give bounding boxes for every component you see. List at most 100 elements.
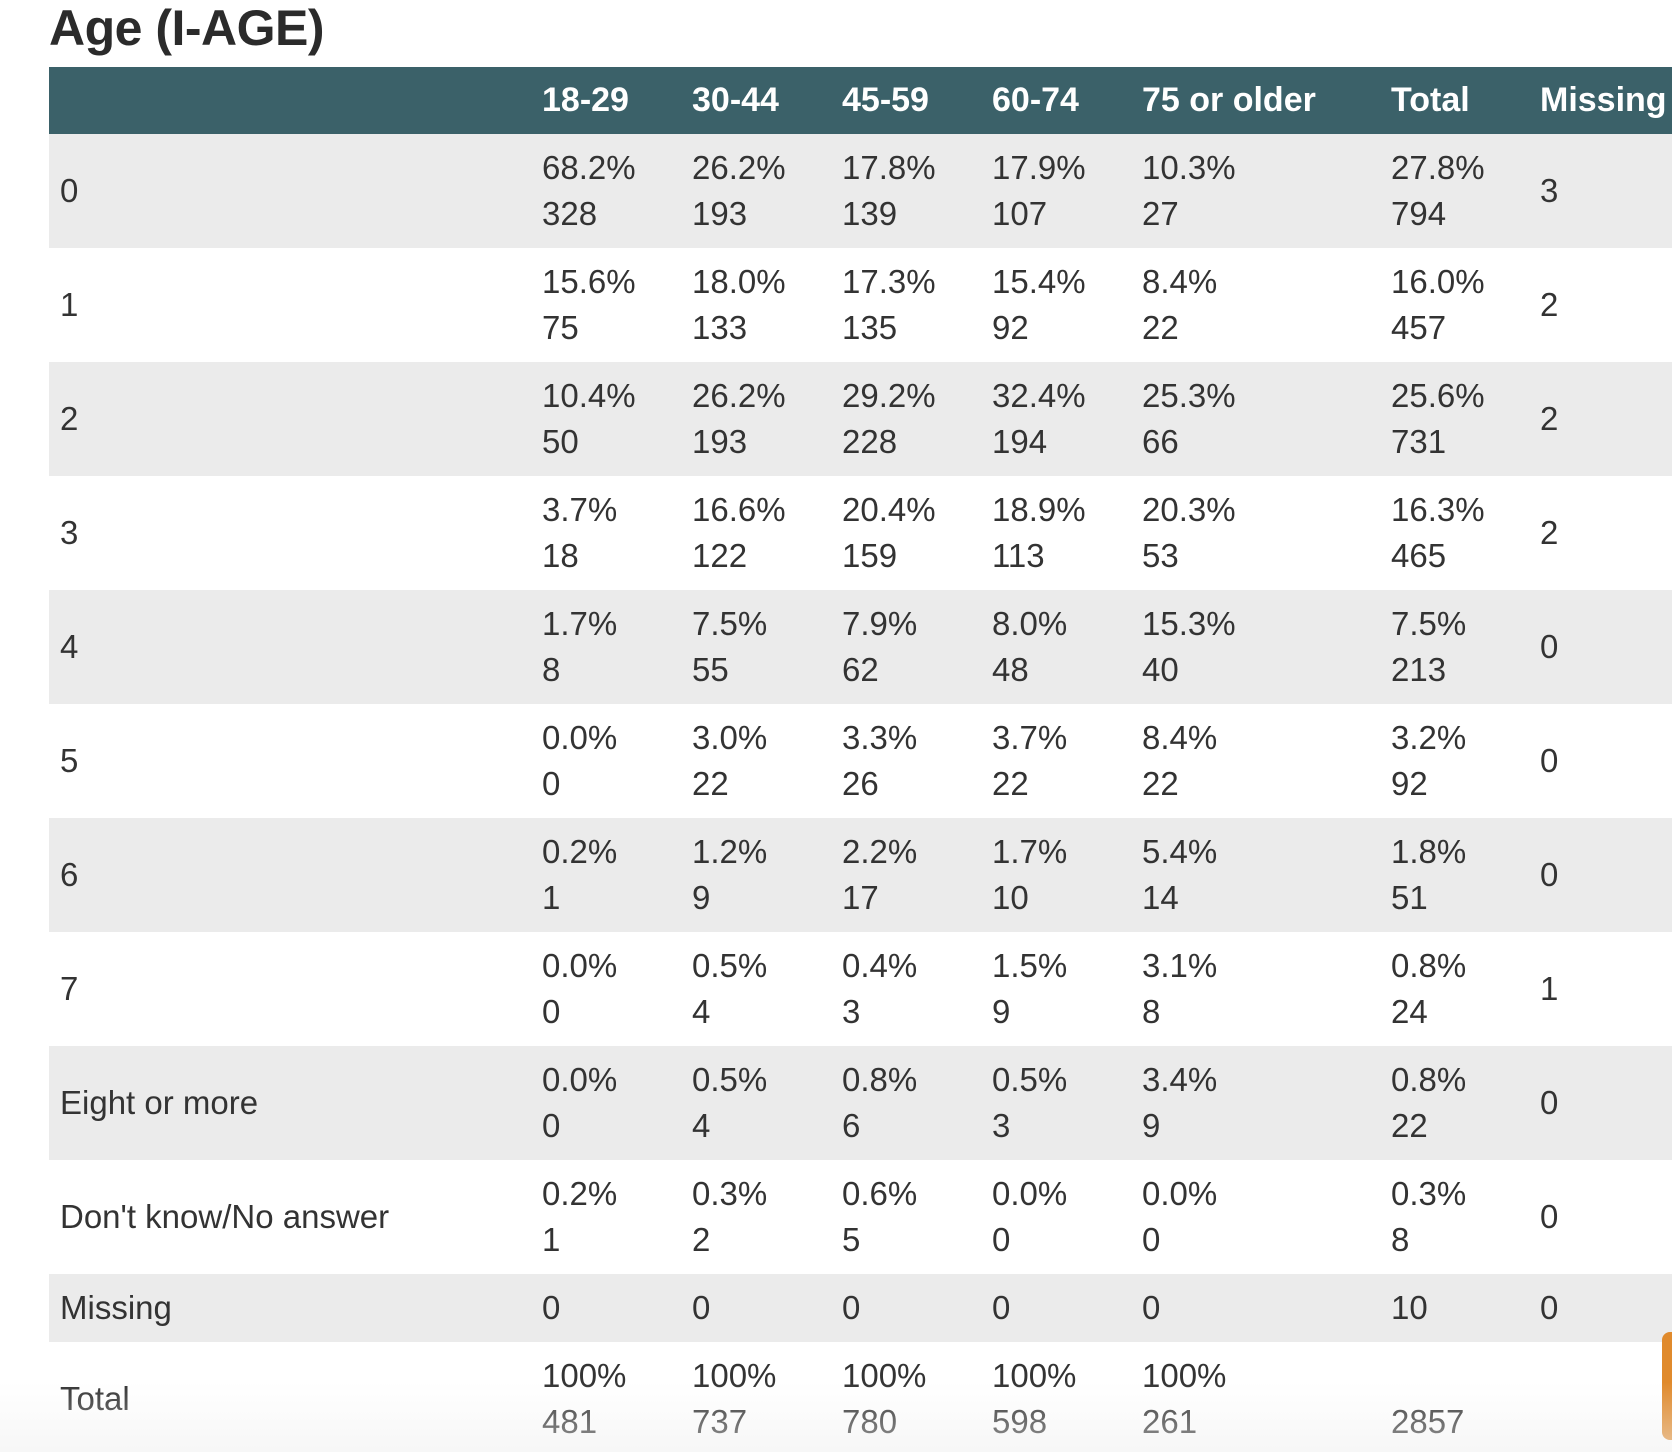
cell-45-59: 3.3% 26 [842,715,992,807]
cell-count: 55 [692,651,729,688]
cell-60-74: 8.0% 48 [992,601,1142,693]
cell-percent: 20.4% [842,491,936,528]
cell-45-59: 17.3% 135 [842,259,992,351]
header-col-30-44[interactable]: 30-44 [692,81,779,119]
cell-percent: 8.4% [1142,719,1218,756]
cell-count: 465 [1391,537,1447,574]
cell-percent: 0.3% [1391,1175,1467,1212]
cell-75-or-older: 8.4% 22 [1142,715,1391,807]
cell-percent: 7.5% [692,605,768,642]
grand-total-value: 2857 [1391,1403,1465,1440]
cell-total: 1.8% 51 [1391,829,1540,921]
missing-value: 0 [842,1289,861,1326]
cell-count: 0 [542,1107,561,1144]
cell-30-44: 26.2% 193 [692,373,842,465]
cell-count: 0 [1142,1221,1161,1258]
cell-count: 22 [692,765,729,802]
cell-60-74: 1.5% 9 [992,943,1142,1035]
cell-total: 7.5% 213 [1391,601,1540,693]
cell-30-44: 0.5% 4 [692,943,842,1035]
total-cell-60-74: 100% 598 [992,1353,1142,1445]
cell-percent: 29.2% [842,377,936,414]
cell-percent: 100% [992,1357,1077,1394]
cell-18-29: 0.0% 0 [542,715,692,807]
cell-60-74: 15.4% 92 [992,259,1142,351]
cell-count: 0 [542,765,561,802]
cell-45-59: 7.9% 62 [842,601,992,693]
row-label: 1 [60,286,79,323]
row-label: Total [60,1380,130,1417]
cell-count: 1 [542,879,561,916]
cell-count: 2 [692,1221,711,1258]
cell-count: 9 [1142,1107,1161,1144]
cell-60-74: 18.9% 113 [992,487,1142,579]
cell-percent: 100% [1142,1357,1227,1394]
cell-count: 193 [692,195,748,232]
cell-percent: 1.5% [992,947,1068,984]
cell-percent: 26.2% [692,149,786,186]
cell-count: 48 [992,651,1029,688]
cell-75-or-older: 15.3% 40 [1142,601,1391,693]
side-feedback-tab[interactable] [1662,1332,1672,1440]
cell-percent: 10.3% [1142,149,1236,186]
cell-total: 16.3% 465 [1391,487,1540,579]
cell-percent: 1.8% [1391,833,1467,870]
cell-percent: 0.6% [842,1175,918,1212]
table-row: 6 0.2% 1 1.2% 9 2.2% 17 1.7% 10 5.4% 14 1.8% 51 0 [49,818,1672,932]
header-col-total[interactable]: Total [1391,81,1470,119]
cell-count: 139 [842,195,898,232]
row-label: 5 [60,742,79,779]
cell-45-59: 0.6% 5 [842,1171,992,1263]
cell-percent: 0.2% [542,1175,618,1212]
table-row: 7 0.0% 0 0.5% 4 0.4% 3 1.5% 9 3.1% 8 0.8% 24 1 [49,932,1672,1046]
cell-60-74: 0.0% 0 [992,1171,1142,1263]
missing-value: 0 [1540,1289,1559,1326]
row-label: Don't know/No answer [60,1198,390,1235]
grand-total-spacer [1391,1353,1540,1399]
cell-percent: 7.9% [842,605,918,642]
table-row: 5 0.0% 0 3.0% 22 3.3% 26 3.7% 22 8.4% 22 3.2% 92 0 [49,704,1672,818]
cell-30-44: 3.0% 22 [692,715,842,807]
cell-percent: 0.8% [1391,1061,1467,1098]
table-row: 3 3.7% 18 16.6% 122 20.4% 159 18.9% 113 20.3% 53 16… [49,476,1672,590]
cell-percent: 16.6% [692,491,786,528]
cell-percent: 25.6% [1391,377,1485,414]
cell-percent: 20.3% [1142,491,1236,528]
cell-missing: 3 [1540,172,1559,209]
total-cell-45-59: 100% 780 [842,1353,992,1445]
cell-count: 0 [542,993,561,1030]
cell-percent: 100% [542,1357,627,1394]
cell-60-74: 0.5% 3 [992,1057,1142,1149]
cell-45-59: 20.4% 159 [842,487,992,579]
cell-75-or-older: 8.4% 22 [1142,259,1391,351]
cell-count: 22 [992,765,1029,802]
cell-total: 27.8% 794 [1391,145,1540,237]
cell-count: 8 [1391,1221,1410,1258]
cell-count: 5 [842,1221,861,1258]
cell-count: 328 [542,195,598,232]
cell-percent: 3.2% [1391,719,1467,756]
cell-60-74: 17.9% 107 [992,145,1142,237]
cell-30-44: 26.2% 193 [692,145,842,237]
header-col-45-59[interactable]: 45-59 [842,81,929,119]
cell-75-or-older: 0.0% 0 [1142,1171,1391,1263]
grand-total-cell: 2857 [1391,1353,1540,1445]
header-col-60-74[interactable]: 60-74 [992,81,1079,119]
cell-percent: 8.4% [1142,263,1218,300]
cell-count: 481 [542,1403,598,1440]
header-col-18-29[interactable]: 18-29 [542,81,629,119]
header-col-missing[interactable]: Missing [1540,81,1667,119]
cell-percent: 27.8% [1391,149,1485,186]
cell-count: 213 [1391,651,1447,688]
cell-percent: 15.6% [542,263,636,300]
cell-18-29: 0.0% 0 [542,1057,692,1149]
cell-count: 51 [1391,879,1428,916]
cell-count: 92 [1391,765,1428,802]
cell-percent: 7.5% [1391,605,1467,642]
header-col-75-or-older[interactable]: 75 or older [1142,81,1316,119]
cell-total: 16.0% 457 [1391,259,1540,351]
cell-count: 9 [992,993,1011,1030]
cell-count: 22 [1142,309,1179,346]
cell-percent: 0.2% [542,833,618,870]
